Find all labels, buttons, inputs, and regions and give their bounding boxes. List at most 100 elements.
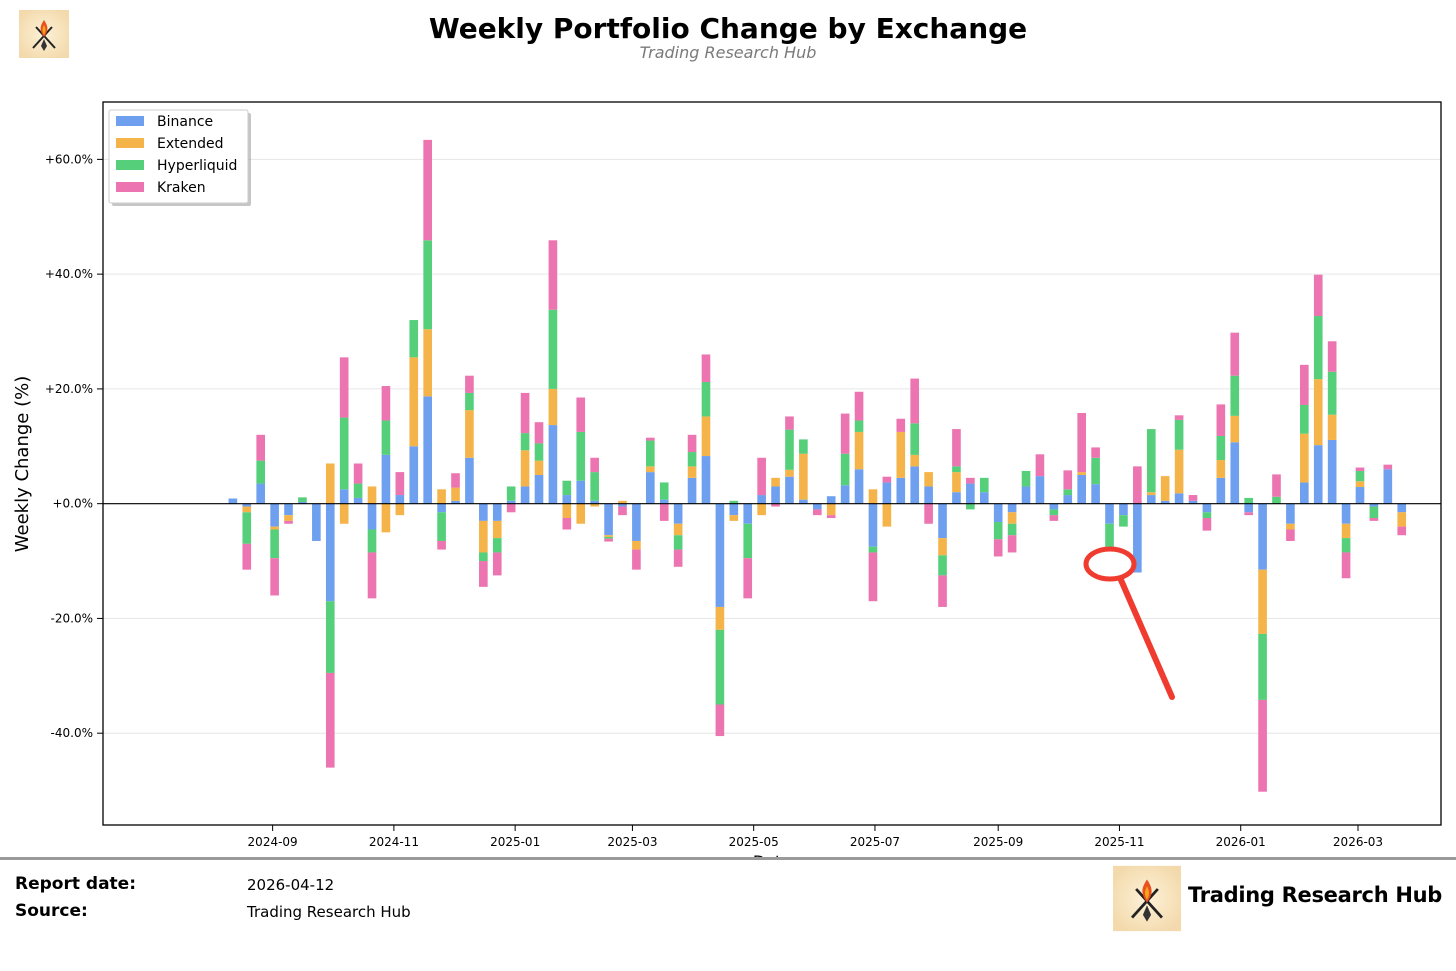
bar-extended — [826, 503, 836, 516]
bar-extended — [896, 431, 906, 478]
bar-extended — [729, 515, 739, 521]
bar-hyperliquid — [242, 512, 252, 544]
y-axis-label: Weekly Change (%) — [12, 376, 33, 552]
bar-binance — [1230, 442, 1240, 504]
bar-extended — [910, 454, 920, 467]
bar-hyperliquid — [1119, 515, 1128, 527]
bar-hyperliquid — [1258, 633, 1267, 700]
bar-binance — [1077, 474, 1086, 504]
bar-kraken — [1341, 552, 1351, 579]
bar-hyperliquid — [506, 486, 516, 501]
bar-hyperliquid — [381, 420, 391, 455]
bar-extended — [534, 460, 544, 475]
bar-binance — [729, 503, 739, 516]
bar-extended — [1355, 481, 1365, 488]
bar-kraken — [520, 392, 530, 434]
bar-hyperliquid — [659, 482, 669, 500]
bar-extended — [395, 503, 405, 516]
bar-binance — [1397, 503, 1407, 513]
bar-kraken — [1188, 495, 1198, 501]
bar-binance — [423, 396, 432, 504]
bar-hyperliquid — [646, 440, 655, 467]
x-tick-label: 2025-11 — [1094, 835, 1144, 849]
bar-kraken — [604, 538, 613, 542]
bar-binance — [1369, 503, 1379, 507]
bar-extended — [367, 486, 377, 504]
bar-kraken — [534, 422, 544, 444]
bar-binance — [1091, 484, 1100, 504]
bar-hyperliquid — [785, 429, 794, 470]
bar-extended — [1007, 512, 1017, 524]
bar-binance — [618, 503, 627, 507]
bar-hyperliquid — [1021, 470, 1031, 487]
bar-binance — [868, 503, 878, 547]
bar-extended — [757, 503, 766, 516]
bar-extended — [1300, 433, 1309, 483]
bar-extended — [590, 503, 599, 507]
bar-hyperliquid — [840, 453, 850, 486]
bar-binance — [840, 485, 850, 504]
bar-hyperliquid — [492, 538, 502, 553]
bar-hyperliquid — [993, 522, 1003, 540]
bar-binance — [576, 480, 586, 504]
y-tick-label: +60.0% — [45, 152, 93, 166]
bar-kraken — [1035, 454, 1045, 477]
bar-extended — [1286, 523, 1295, 530]
bar-hyperliquid — [1202, 512, 1212, 519]
legend-label-kraken: Kraken — [157, 180, 206, 196]
bar-extended — [562, 503, 572, 519]
bar-hyperliquid — [1327, 371, 1337, 415]
bar-hyperliquid — [325, 601, 335, 673]
source-label: Source: — [15, 901, 88, 921]
bars — [228, 139, 1407, 792]
bar-kraken — [743, 558, 753, 599]
bar-binance — [1049, 503, 1059, 510]
bar-binance — [771, 486, 780, 504]
bar-binance — [701, 456, 711, 504]
legend-swatch-kraken — [116, 182, 144, 192]
footer-divider — [0, 857, 1456, 860]
bar-extended — [1258, 569, 1267, 634]
bar-kraken — [938, 575, 947, 607]
bar-binance — [715, 503, 725, 607]
bar-kraken — [854, 391, 864, 421]
bar-extended — [270, 526, 279, 530]
bar-extended — [632, 540, 641, 550]
bar-extended — [381, 503, 391, 533]
annotation-circle-arrow — [1083, 546, 1175, 700]
bar-kraken — [479, 561, 488, 587]
bar-extended — [1341, 523, 1351, 539]
bar-kraken — [1230, 332, 1240, 376]
bar-binance — [520, 486, 530, 504]
chart-subtitle: Trading Research Hub — [639, 43, 817, 62]
bar-extended — [1216, 460, 1226, 478]
bar-extended — [465, 410, 474, 458]
x-tick-label: 2025-05 — [729, 835, 779, 849]
bar-binance — [812, 503, 822, 510]
bar-binance — [1286, 503, 1295, 524]
bar-kraken — [785, 416, 794, 430]
bar-binance — [785, 476, 794, 504]
bar-hyperliquid — [673, 535, 683, 550]
bar-hyperliquid — [479, 552, 488, 562]
y-tick-label: +20.0% — [45, 382, 93, 396]
bar-binance — [924, 486, 933, 504]
bar-extended — [771, 477, 780, 487]
bar-binance — [743, 503, 753, 524]
bar-binance — [548, 425, 558, 504]
bar-hyperliquid — [1341, 538, 1351, 553]
bar-extended — [673, 523, 683, 536]
bar-kraken — [242, 543, 252, 570]
bar-binance — [409, 446, 419, 504]
chart: +60.0% +40.0% +20.0% +0.0% -20.0% -40.0% 2024… — [12, 101, 1442, 860]
bar-binance — [381, 454, 391, 504]
bar-kraken — [1174, 415, 1184, 420]
bar-binance — [966, 483, 975, 504]
bar-kraken — [882, 476, 892, 483]
bar-hyperliquid — [715, 629, 725, 705]
bar-kraken — [966, 477, 975, 484]
bar-extended — [618, 500, 627, 504]
bar-binance — [659, 499, 669, 504]
bar-extended — [646, 466, 655, 473]
bar-kraken — [1063, 470, 1073, 490]
